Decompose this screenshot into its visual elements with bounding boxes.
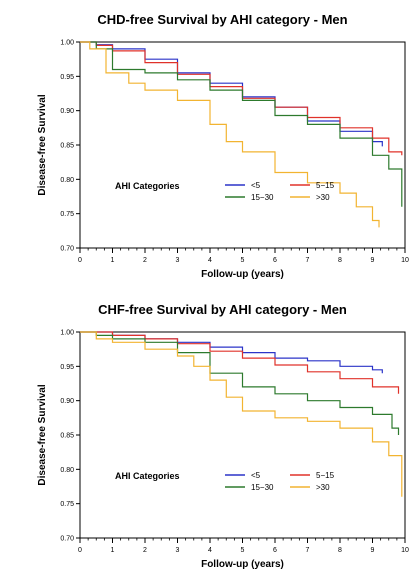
x-axis-label: Follow-up (years) bbox=[201, 269, 284, 280]
y-tick-label: 0.75 bbox=[60, 211, 74, 218]
x-axis-label: Follow-up (years) bbox=[201, 559, 284, 570]
chd-survival-chart: CHD-free Survival by AHI category - Men 0… bbox=[0, 0, 418, 290]
x-tick-label: 3 bbox=[176, 547, 180, 554]
legend-label-lt5: <5 bbox=[251, 181, 261, 190]
x-tick-label: 0 bbox=[78, 257, 82, 264]
legend-label-15to30: 15−30 bbox=[251, 483, 274, 492]
x-tick-label: 9 bbox=[371, 257, 375, 264]
x-tick-label: 1 bbox=[111, 257, 115, 264]
legend-label-5to15: 5−15 bbox=[316, 181, 335, 190]
y-axis-label: Disease-free Survival bbox=[37, 384, 48, 485]
series-line-lt5 bbox=[80, 41, 383, 147]
y-tick-label: 0.90 bbox=[60, 108, 74, 115]
y-tick-label: 1.00 bbox=[60, 330, 74, 337]
x-tick-label: 5 bbox=[241, 547, 245, 554]
x-tick-label: 10 bbox=[401, 547, 409, 554]
chart-title: CHF-free Survival by AHI category - Men bbox=[98, 302, 347, 317]
x-tick-label: 4 bbox=[208, 257, 212, 264]
x-tick-label: 8 bbox=[338, 257, 342, 264]
x-tick-label: 2 bbox=[143, 257, 147, 264]
chart-svg: CHD-free Survival by AHI category - Men 0… bbox=[37, 12, 409, 280]
series-line-lt5 bbox=[80, 331, 383, 374]
chart-title: CHD-free Survival by AHI category - Men bbox=[97, 12, 347, 27]
y-tick-label: 0.95 bbox=[60, 74, 74, 81]
x-tick-label: 1 bbox=[111, 547, 115, 554]
y-tick-label: 0.80 bbox=[60, 177, 74, 184]
legend-title: AHI Categories bbox=[115, 471, 180, 481]
y-tick-label: 0.70 bbox=[60, 536, 74, 543]
x-tick-label: 7 bbox=[306, 547, 310, 554]
x-tick-label: 6 bbox=[273, 547, 277, 554]
series-line-gt30 bbox=[80, 331, 403, 497]
legend-title: AHI Categories bbox=[115, 181, 180, 191]
chf-survival-chart: CHF-free Survival by AHI category - Men 0… bbox=[0, 290, 418, 580]
x-tick-label: 7 bbox=[306, 257, 310, 264]
y-tick-label: 0.85 bbox=[60, 433, 74, 440]
chart-svg: CHF-free Survival by AHI category - Men 0… bbox=[37, 302, 409, 570]
x-tick-label: 6 bbox=[273, 257, 277, 264]
y-tick-label: 0.85 bbox=[60, 143, 74, 150]
x-tick-label: 9 bbox=[371, 547, 375, 554]
x-tick-label: 3 bbox=[176, 257, 180, 264]
legend-label-gt30: >30 bbox=[316, 483, 330, 492]
y-tick-label: 0.70 bbox=[60, 246, 74, 253]
plot-frame bbox=[79, 331, 406, 539]
y-axis-label: Disease-free Survival bbox=[37, 94, 48, 195]
series-line-gt30 bbox=[80, 41, 380, 228]
y-tick-label: 0.80 bbox=[60, 467, 74, 474]
series-line-5to15 bbox=[80, 331, 400, 394]
legend-label-gt30: >30 bbox=[316, 193, 330, 202]
y-tick-label: 1.00 bbox=[60, 40, 74, 47]
x-tick-label: 0 bbox=[78, 547, 82, 554]
x-tick-label: 4 bbox=[208, 547, 212, 554]
x-tick-label: 5 bbox=[241, 257, 245, 264]
x-tick-label: 2 bbox=[143, 547, 147, 554]
y-tick-label: 0.75 bbox=[60, 501, 74, 508]
series-line-15to30 bbox=[80, 41, 403, 207]
y-tick-label: 0.90 bbox=[60, 398, 74, 405]
legend-label-lt5: <5 bbox=[251, 471, 261, 480]
y-tick-label: 0.95 bbox=[60, 364, 74, 371]
x-tick-label: 8 bbox=[338, 547, 342, 554]
legend-label-5to15: 5−15 bbox=[316, 471, 335, 480]
x-tick-label: 10 bbox=[401, 257, 409, 264]
legend-label-15to30: 15−30 bbox=[251, 193, 274, 202]
